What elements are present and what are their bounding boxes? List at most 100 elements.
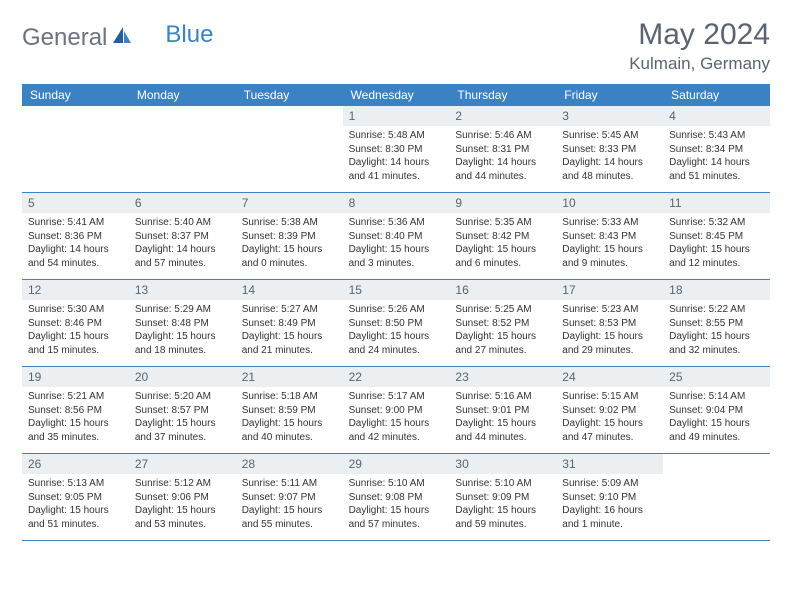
cell-body: Sunrise: 5:16 AMSunset: 9:01 PMDaylight:… xyxy=(449,387,556,450)
calendar-week: 19Sunrise: 5:21 AMSunset: 8:56 PMDayligh… xyxy=(22,367,770,454)
sunset-text: Sunset: 8:33 PM xyxy=(562,143,657,157)
daylight-text: Daylight: 16 hours and 1 minute. xyxy=(562,504,657,531)
sunrise-text: Sunrise: 5:17 AM xyxy=(349,390,444,404)
cell-body: Sunrise: 5:29 AMSunset: 8:48 PMDaylight:… xyxy=(129,300,236,363)
calendar-cell: 28Sunrise: 5:11 AMSunset: 9:07 PMDayligh… xyxy=(236,454,343,540)
calendar-week: 26Sunrise: 5:13 AMSunset: 9:05 PMDayligh… xyxy=(22,454,770,541)
daylight-text: Daylight: 15 hours and 59 minutes. xyxy=(455,504,550,531)
calendar-cell: 19Sunrise: 5:21 AMSunset: 8:56 PMDayligh… xyxy=(22,367,129,453)
calendar-cell: 4Sunrise: 5:43 AMSunset: 8:34 PMDaylight… xyxy=(663,106,770,192)
weekday-header: Saturday xyxy=(663,84,770,106)
sunrise-text: Sunrise: 5:32 AM xyxy=(669,216,764,230)
sunrise-text: Sunrise: 5:09 AM xyxy=(562,477,657,491)
cell-body: Sunrise: 5:33 AMSunset: 8:43 PMDaylight:… xyxy=(556,213,663,276)
day-number: 16 xyxy=(449,280,556,300)
sunrise-text: Sunrise: 5:15 AM xyxy=(562,390,657,404)
cell-body: Sunrise: 5:18 AMSunset: 8:59 PMDaylight:… xyxy=(236,387,343,450)
day-number: 14 xyxy=(236,280,343,300)
daylight-text: Daylight: 15 hours and 27 minutes. xyxy=(455,330,550,357)
sunset-text: Sunset: 8:48 PM xyxy=(135,317,230,331)
daylight-text: Daylight: 15 hours and 21 minutes. xyxy=(242,330,337,357)
sunrise-text: Sunrise: 5:13 AM xyxy=(28,477,123,491)
calendar-cell: 15Sunrise: 5:26 AMSunset: 8:50 PMDayligh… xyxy=(343,280,450,366)
daylight-text: Daylight: 14 hours and 44 minutes. xyxy=(455,156,550,183)
calendar-cell: 21Sunrise: 5:18 AMSunset: 8:59 PMDayligh… xyxy=(236,367,343,453)
cell-body: Sunrise: 5:40 AMSunset: 8:37 PMDaylight:… xyxy=(129,213,236,276)
daylight-text: Daylight: 14 hours and 51 minutes. xyxy=(669,156,764,183)
sunset-text: Sunset: 8:37 PM xyxy=(135,230,230,244)
sunset-text: Sunset: 9:05 PM xyxy=(28,491,123,505)
sunset-text: Sunset: 9:04 PM xyxy=(669,404,764,418)
calendar-cell: 2Sunrise: 5:46 AMSunset: 8:31 PMDaylight… xyxy=(449,106,556,192)
sunrise-text: Sunrise: 5:40 AM xyxy=(135,216,230,230)
cell-body: Sunrise: 5:13 AMSunset: 9:05 PMDaylight:… xyxy=(22,474,129,537)
day-number: 9 xyxy=(449,193,556,213)
calendar-cell: 1Sunrise: 5:48 AMSunset: 8:30 PMDaylight… xyxy=(343,106,450,192)
calendar-cell: 8Sunrise: 5:36 AMSunset: 8:40 PMDaylight… xyxy=(343,193,450,279)
sunset-text: Sunset: 8:30 PM xyxy=(349,143,444,157)
sunset-text: Sunset: 9:08 PM xyxy=(349,491,444,505)
sunset-text: Sunset: 8:42 PM xyxy=(455,230,550,244)
calendar-cell xyxy=(236,106,343,192)
sunset-text: Sunset: 8:50 PM xyxy=(349,317,444,331)
day-number: 27 xyxy=(129,454,236,474)
calendar-cell: 13Sunrise: 5:29 AMSunset: 8:48 PMDayligh… xyxy=(129,280,236,366)
daylight-text: Daylight: 14 hours and 48 minutes. xyxy=(562,156,657,183)
cell-body: Sunrise: 5:20 AMSunset: 8:57 PMDaylight:… xyxy=(129,387,236,450)
sunrise-text: Sunrise: 5:11 AM xyxy=(242,477,337,491)
day-number: 8 xyxy=(343,193,450,213)
cell-body: Sunrise: 5:27 AMSunset: 8:49 PMDaylight:… xyxy=(236,300,343,363)
calendar-cell: 16Sunrise: 5:25 AMSunset: 8:52 PMDayligh… xyxy=(449,280,556,366)
weekday-header: Tuesday xyxy=(236,84,343,106)
sunrise-text: Sunrise: 5:38 AM xyxy=(242,216,337,230)
cell-body: Sunrise: 5:14 AMSunset: 9:04 PMDaylight:… xyxy=(663,387,770,450)
calendar-cell: 17Sunrise: 5:23 AMSunset: 8:53 PMDayligh… xyxy=(556,280,663,366)
month-title: May 2024 xyxy=(629,18,770,52)
title-block: May 2024 Kulmain, Germany xyxy=(629,18,770,74)
sunset-text: Sunset: 9:06 PM xyxy=(135,491,230,505)
sunset-text: Sunset: 8:53 PM xyxy=(562,317,657,331)
calendar-week: 5Sunrise: 5:41 AMSunset: 8:36 PMDaylight… xyxy=(22,193,770,280)
calendar-cell: 24Sunrise: 5:15 AMSunset: 9:02 PMDayligh… xyxy=(556,367,663,453)
weeks-container: 1Sunrise: 5:48 AMSunset: 8:30 PMDaylight… xyxy=(22,106,770,541)
day-number: 3 xyxy=(556,106,663,126)
sunrise-text: Sunrise: 5:43 AM xyxy=(669,129,764,143)
weekday-header: Thursday xyxy=(449,84,556,106)
cell-body: Sunrise: 5:30 AMSunset: 8:46 PMDaylight:… xyxy=(22,300,129,363)
sunrise-text: Sunrise: 5:20 AM xyxy=(135,390,230,404)
cell-body: Sunrise: 5:23 AMSunset: 8:53 PMDaylight:… xyxy=(556,300,663,363)
sunrise-text: Sunrise: 5:10 AM xyxy=(455,477,550,491)
sunrise-text: Sunrise: 5:45 AM xyxy=(562,129,657,143)
calendar-cell: 22Sunrise: 5:17 AMSunset: 9:00 PMDayligh… xyxy=(343,367,450,453)
cell-body: Sunrise: 5:09 AMSunset: 9:10 PMDaylight:… xyxy=(556,474,663,537)
calendar-cell: 20Sunrise: 5:20 AMSunset: 8:57 PMDayligh… xyxy=(129,367,236,453)
cell-body: Sunrise: 5:12 AMSunset: 9:06 PMDaylight:… xyxy=(129,474,236,537)
sunset-text: Sunset: 9:00 PM xyxy=(349,404,444,418)
brand-logo: General Blue xyxy=(22,18,213,52)
cell-body: Sunrise: 5:17 AMSunset: 9:00 PMDaylight:… xyxy=(343,387,450,450)
calendar-cell: 25Sunrise: 5:14 AMSunset: 9:04 PMDayligh… xyxy=(663,367,770,453)
sunset-text: Sunset: 9:10 PM xyxy=(562,491,657,505)
weekday-header-row: Sunday Monday Tuesday Wednesday Thursday… xyxy=(22,84,770,106)
daylight-text: Daylight: 15 hours and 44 minutes. xyxy=(455,417,550,444)
sunset-text: Sunset: 9:02 PM xyxy=(562,404,657,418)
daylight-text: Daylight: 15 hours and 29 minutes. xyxy=(562,330,657,357)
sunrise-text: Sunrise: 5:23 AM xyxy=(562,303,657,317)
sunrise-text: Sunrise: 5:21 AM xyxy=(28,390,123,404)
day-number: 5 xyxy=(22,193,129,213)
calendar-cell: 31Sunrise: 5:09 AMSunset: 9:10 PMDayligh… xyxy=(556,454,663,540)
cell-body: Sunrise: 5:11 AMSunset: 9:07 PMDaylight:… xyxy=(236,474,343,537)
sunrise-text: Sunrise: 5:18 AM xyxy=(242,390,337,404)
day-number: 1 xyxy=(343,106,450,126)
sunrise-text: Sunrise: 5:41 AM xyxy=(28,216,123,230)
cell-body: Sunrise: 5:26 AMSunset: 8:50 PMDaylight:… xyxy=(343,300,450,363)
sunset-text: Sunset: 8:52 PM xyxy=(455,317,550,331)
sunset-text: Sunset: 8:40 PM xyxy=(349,230,444,244)
daylight-text: Daylight: 15 hours and 24 minutes. xyxy=(349,330,444,357)
sunset-text: Sunset: 8:34 PM xyxy=(669,143,764,157)
sunrise-text: Sunrise: 5:10 AM xyxy=(349,477,444,491)
cell-body: Sunrise: 5:15 AMSunset: 9:02 PMDaylight:… xyxy=(556,387,663,450)
daylight-text: Daylight: 15 hours and 51 minutes. xyxy=(28,504,123,531)
weekday-header: Wednesday xyxy=(343,84,450,106)
sunrise-text: Sunrise: 5:14 AM xyxy=(669,390,764,404)
